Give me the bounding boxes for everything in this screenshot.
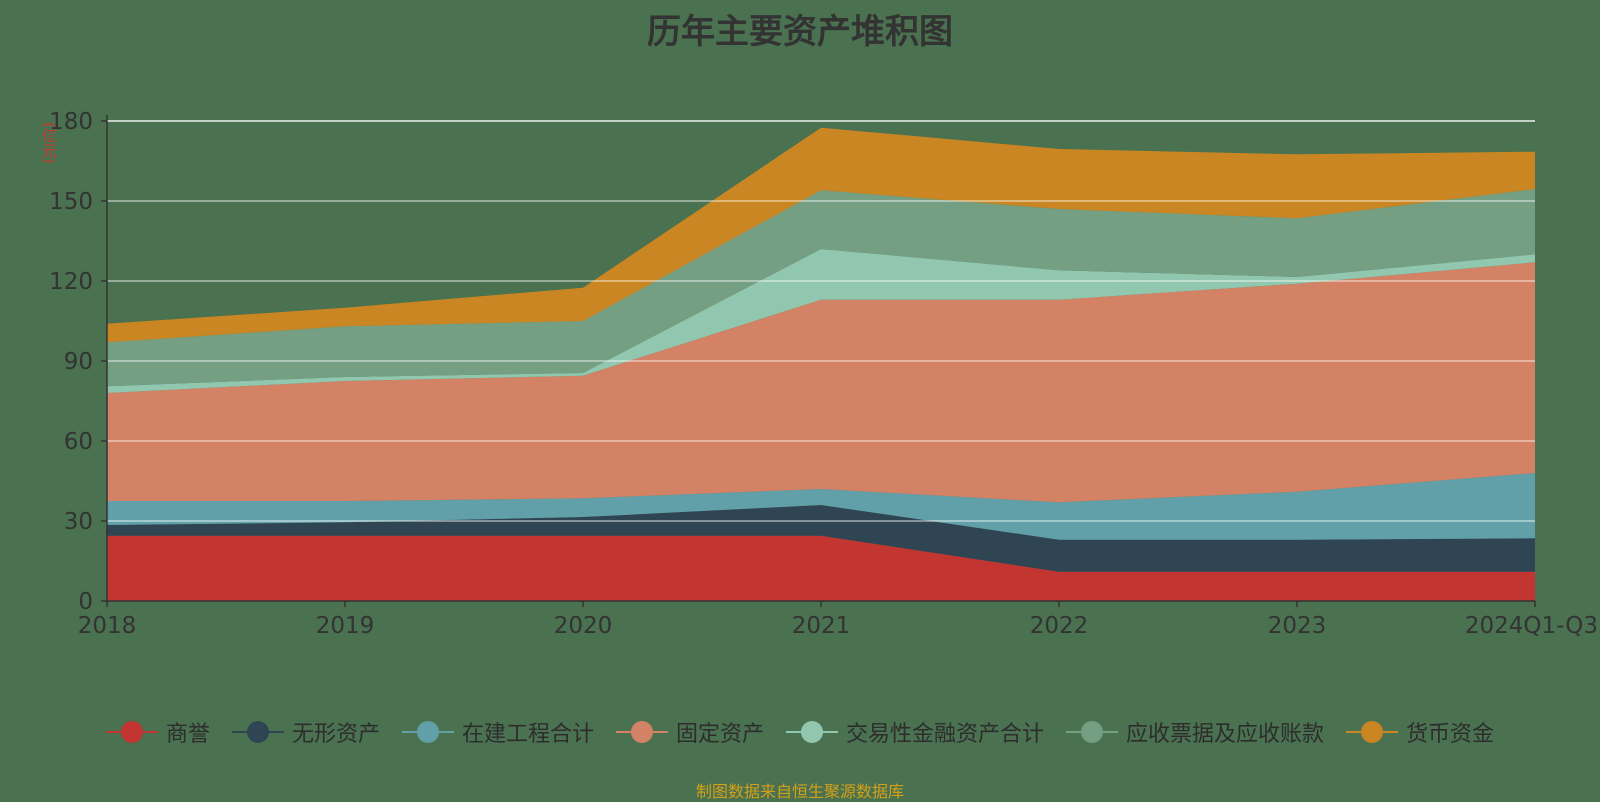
legend-marker-icon (786, 719, 838, 745)
x-tick-label-1: 2019 (316, 613, 375, 639)
legend-item-3[interactable]: 固定资产 (615, 716, 764, 748)
x-tick-label-5: 2023 (1268, 613, 1327, 639)
legend-label: 无形资产 (291, 722, 380, 747)
y-tick-label-30: 30 (64, 509, 93, 535)
y-tick-label-120: 120 (49, 269, 93, 295)
x-tick-label-3: 2021 (792, 613, 851, 639)
legend-label: 货币资金 (1406, 722, 1495, 747)
area-series-3 (107, 262, 1535, 503)
x-tick-label-2: 2020 (554, 613, 613, 639)
legend-marker-icon (615, 719, 668, 745)
y-tick-label-180: 180 (49, 109, 93, 135)
legend-item-2[interactable]: 在建工程合计 (401, 716, 594, 748)
legend-label: 交易性金融资产合计 (846, 722, 1045, 747)
area-series-6 (107, 127, 1535, 343)
x-tick-label-6: 2024Q1-Q3 (1465, 613, 1598, 639)
legend-item-4[interactable]: 交易性金融资产合计 (786, 716, 1044, 748)
y-axis-unit: (亿元) (40, 122, 58, 164)
y-tick-label-60: 60 (64, 429, 93, 455)
x-tick-label-4: 2022 (1030, 613, 1089, 639)
area-series-5 (107, 189, 1535, 387)
legend-marker-icon (1346, 719, 1399, 745)
legend-label: 在建工程合计 (461, 722, 594, 747)
legend-label: 固定资产 (675, 722, 764, 747)
data-source-note: 制图数据来自恒生聚源数据库 (695, 782, 904, 801)
area-series-4 (107, 249, 1535, 393)
legend-marker-icon (1066, 719, 1119, 745)
x-tick-label-0: 2018 (78, 613, 137, 639)
area-series-2 (107, 473, 1535, 540)
legend-label: 商誉 (165, 722, 210, 747)
y-tick-label-90: 90 (64, 349, 93, 375)
legend-marker-icon (105, 719, 158, 745)
legend-marker-icon (231, 719, 284, 745)
legend-label: 应收票据及应收账款 (1126, 722, 1325, 747)
area-series-0 (107, 535, 1535, 601)
chart-title: 历年主要资产堆积图 (647, 12, 953, 52)
legend-marker-icon (401, 719, 454, 745)
y-tick-label-150: 150 (49, 189, 93, 215)
y-tick-label-0: 0 (78, 589, 93, 615)
legend-item-1[interactable]: 无形资产 (231, 716, 380, 748)
chart-legend: 商誉 无形资产 在建工程合计 固定资产 交易性金融资产合计 应收票据及应收账款 货币资金 (0, 716, 1600, 748)
legend-item-5[interactable]: 应收票据及应收账款 (1066, 716, 1324, 748)
legend-item-6[interactable]: 货币资金 (1346, 716, 1494, 748)
legend-item-0[interactable]: 商誉 (105, 716, 210, 748)
